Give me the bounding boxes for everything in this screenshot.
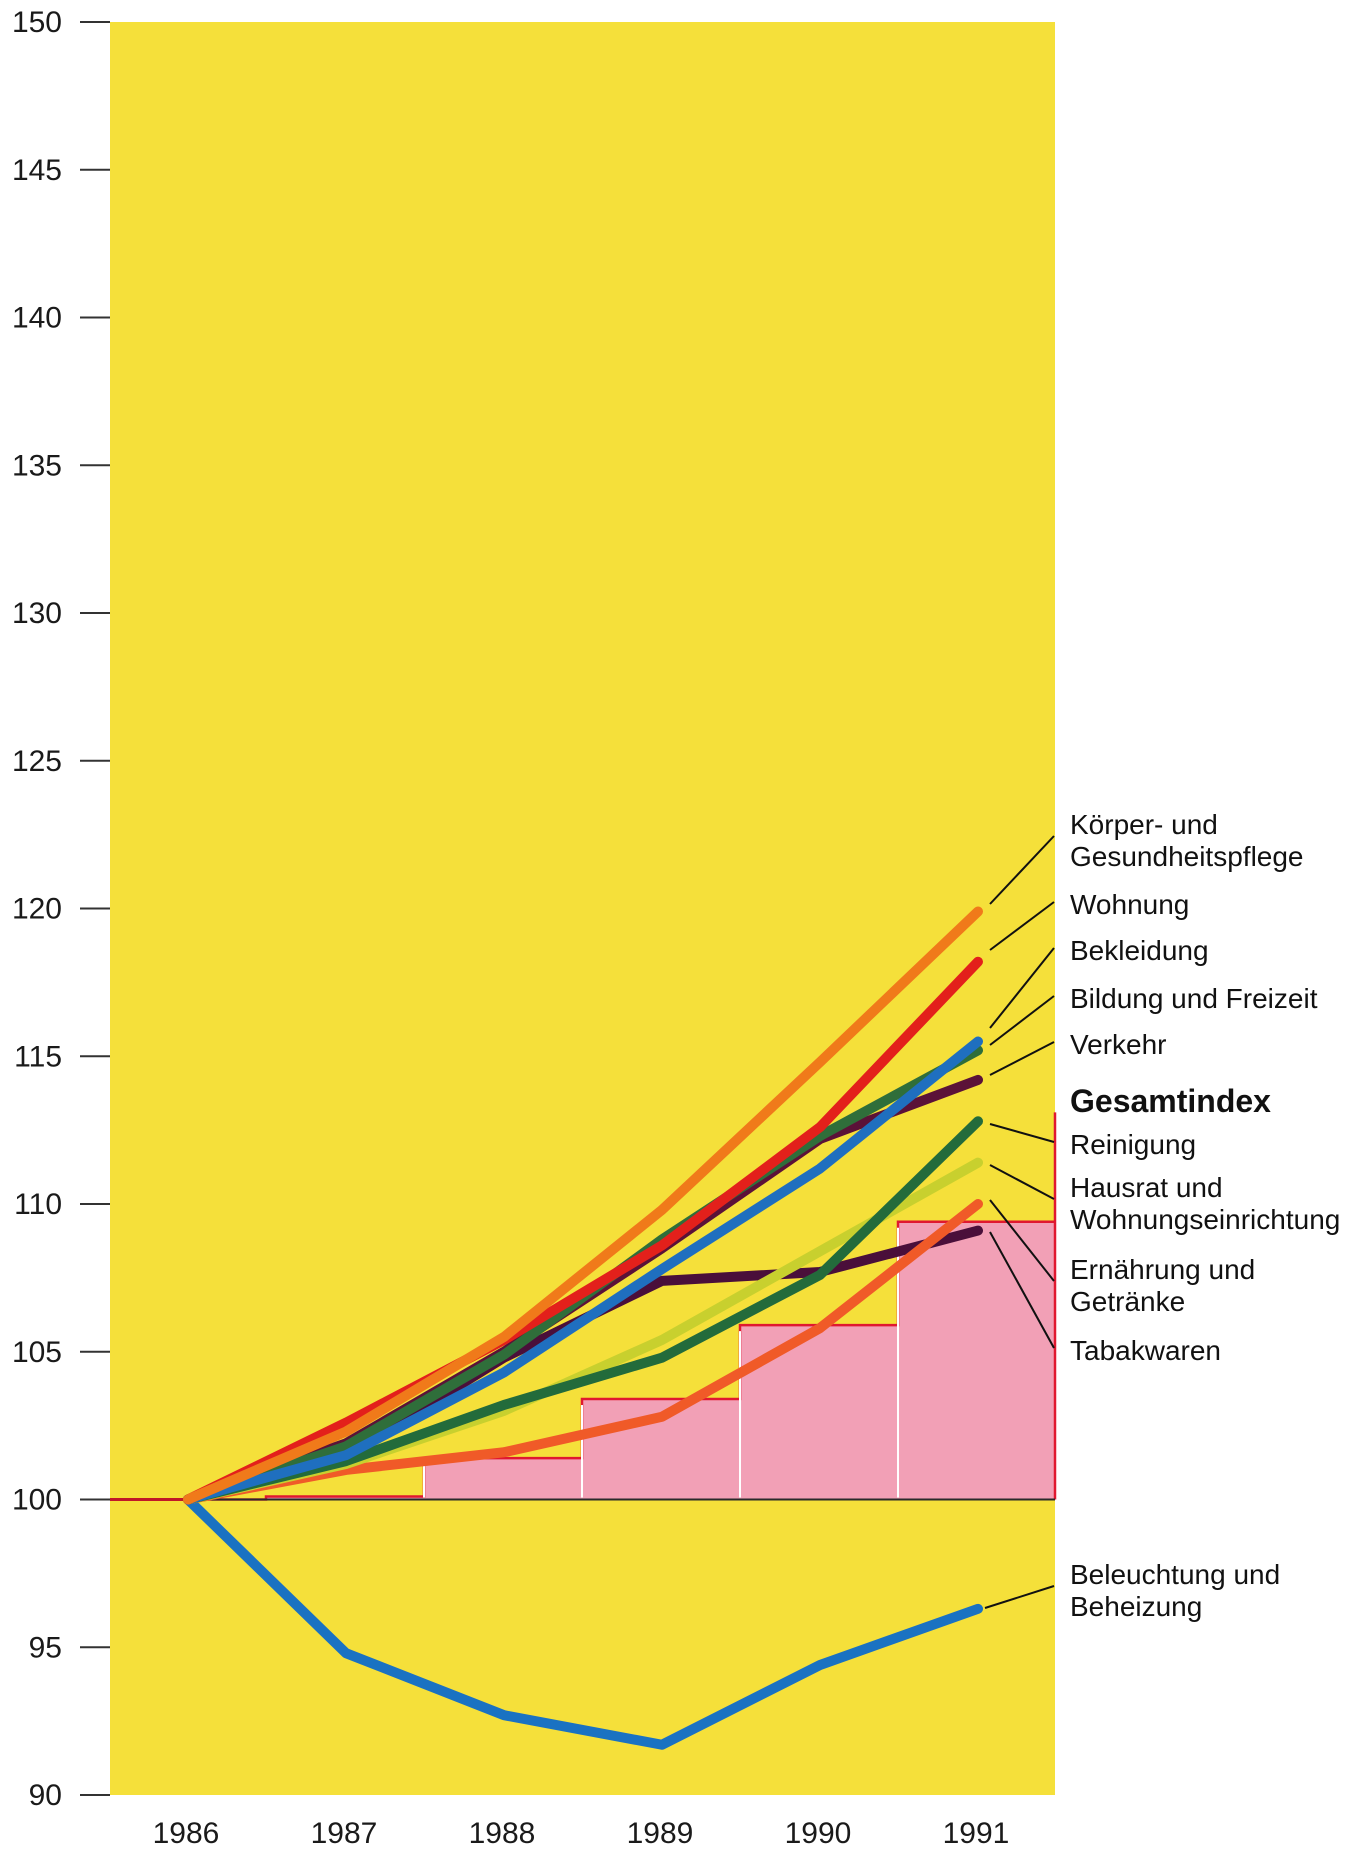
- series-line: [183, 1036, 983, 1505]
- y-tick-label: 95: [29, 1631, 62, 1664]
- legend-label: Wohnungseinrichtung: [1070, 1204, 1340, 1235]
- legend-label: Gesamtindex: [1070, 1083, 1271, 1119]
- y-tick-label: 120: [12, 893, 62, 926]
- y-tick-label: 150: [12, 6, 62, 39]
- legend-leader-line: [989, 1041, 1055, 1076]
- legend-label: Bildung und Freizeit: [1070, 983, 1318, 1014]
- y-tick-label: 140: [12, 302, 62, 335]
- x-tick-label: 1987: [311, 1817, 378, 1850]
- legend-label: Beheizung: [1070, 1591, 1202, 1622]
- series-line: [183, 956, 983, 1505]
- y-tick-label: 115: [14, 1040, 62, 1073]
- legend-leader-line: [989, 1123, 1055, 1143]
- y-tick-label: 105: [12, 1336, 62, 1369]
- legend-label: Körper- und: [1070, 809, 1218, 840]
- legend-leader-line: [989, 901, 1055, 951]
- series-line: [183, 906, 983, 1505]
- legend-label: Hausrat und: [1070, 1172, 1223, 1203]
- legend-leader-line: [989, 995, 1055, 1046]
- x-tick-label: 1989: [627, 1817, 694, 1850]
- legend-label: Ernährung und: [1070, 1254, 1255, 1285]
- legend-label: Tabakwaren: [1070, 1335, 1221, 1366]
- legend-leader-line: [989, 1164, 1055, 1200]
- x-tick-label: 1991: [943, 1817, 1010, 1850]
- x-tick-label: 1986: [153, 1817, 220, 1850]
- legend-label: Beleuchtung und: [1070, 1559, 1280, 1590]
- x-tick-label: 1988: [469, 1817, 536, 1850]
- y-tick-label: 145: [12, 154, 62, 187]
- legend-label: Gesundheitspflege: [1070, 841, 1304, 872]
- legend-leader-line: [989, 1199, 1055, 1282]
- y-tick-label: 110: [14, 1188, 62, 1221]
- legend-label: Reinigung: [1070, 1129, 1196, 1160]
- y-tick-label: 135: [12, 449, 62, 482]
- y-tick-label: 90: [29, 1779, 62, 1812]
- series-line: [183, 1494, 983, 1750]
- gesamtindex-outline: [110, 1112, 1057, 1501]
- legend-label: Verkehr: [1070, 1029, 1167, 1060]
- y-tick-label: 130: [12, 597, 62, 630]
- gesamtindex-area: [110, 1112, 1055, 1500]
- legend-label: Wohnung: [1070, 889, 1189, 920]
- chart-plot-area: [110, 22, 1055, 1795]
- legend-label: Bekleidung: [1070, 935, 1209, 966]
- y-tick-label: 125: [12, 745, 62, 778]
- legend-leader-line: [989, 947, 1055, 1029]
- legend-leader-line: [989, 835, 1055, 905]
- y-tick-label: 100: [12, 1484, 62, 1517]
- legend-label: Getränke: [1070, 1286, 1185, 1317]
- x-tick-label: 1990: [785, 1817, 852, 1850]
- legend-leader-line: [989, 1231, 1055, 1349]
- legend-leader-line: [984, 1585, 1055, 1609]
